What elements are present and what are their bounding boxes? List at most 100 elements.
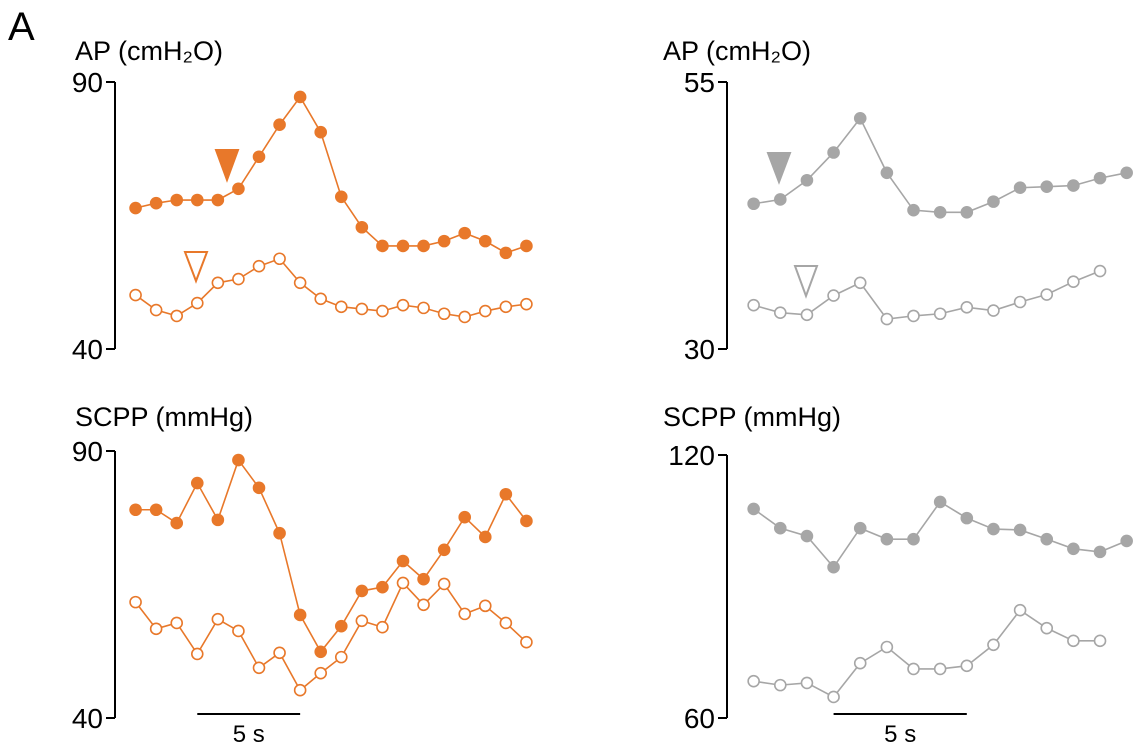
y-tick-label: 40 <box>72 334 103 365</box>
data-point <box>987 638 1000 652</box>
data-point <box>520 239 533 253</box>
y-tick-label: 120 <box>668 440 715 471</box>
data-point <box>376 580 389 594</box>
data-point <box>190 296 204 310</box>
data-point <box>376 620 389 634</box>
data-point <box>252 481 266 495</box>
data-point <box>907 662 920 676</box>
y-axis-label: SCPP (mmHg) <box>75 402 253 432</box>
data-point <box>211 193 225 207</box>
data-point <box>273 252 286 266</box>
data-point <box>987 522 1000 536</box>
data-point <box>211 513 225 527</box>
y-tick-label: 40 <box>72 703 103 734</box>
data-point <box>396 239 410 253</box>
data-point <box>853 656 867 670</box>
data-point <box>1067 275 1080 289</box>
data-point <box>376 304 389 318</box>
data-point <box>827 289 840 302</box>
data-point <box>933 495 947 509</box>
data-point <box>907 309 920 323</box>
data-point <box>396 576 410 590</box>
data-point <box>907 532 920 546</box>
data-point <box>437 307 451 321</box>
data-point <box>880 312 894 326</box>
onset-arrow <box>183 251 209 284</box>
data-point <box>458 310 472 324</box>
data-point <box>252 259 266 273</box>
data-point <box>987 304 1000 317</box>
data-point <box>827 690 840 704</box>
data-point <box>190 193 204 207</box>
data-point <box>437 234 451 248</box>
data-point <box>170 616 184 630</box>
data-point <box>149 503 163 517</box>
data-point <box>129 288 142 302</box>
data-point <box>232 272 245 286</box>
data-point <box>933 205 947 219</box>
onset-arrow <box>214 149 240 183</box>
data-point <box>960 511 974 525</box>
y-tick-label: 30 <box>684 334 715 365</box>
data-point <box>800 676 814 690</box>
data-point <box>773 678 787 692</box>
data-point <box>417 239 430 253</box>
data-point <box>1040 621 1054 635</box>
data-point <box>437 577 451 591</box>
data-point <box>355 614 369 628</box>
data-point <box>907 203 920 217</box>
data-point <box>334 300 348 314</box>
y-tick-label: 90 <box>72 67 103 98</box>
data-point <box>1093 634 1107 648</box>
series-line <box>135 458 528 654</box>
data-point <box>478 234 492 248</box>
data-point <box>417 572 430 586</box>
data-point <box>334 190 348 204</box>
panel-label: A <box>8 5 35 49</box>
data-point <box>1040 532 1054 546</box>
data-point <box>1040 288 1054 301</box>
data-point <box>933 662 947 676</box>
data-point <box>232 453 245 467</box>
data-point <box>800 308 814 322</box>
y-tick-label: 55 <box>684 67 715 98</box>
data-point <box>149 196 163 210</box>
data-point <box>520 635 533 649</box>
data-point <box>773 193 787 206</box>
panel: AP (cmH₂O) 30 55 <box>663 36 1133 365</box>
data-point <box>478 304 492 318</box>
data-point <box>1013 603 1027 617</box>
data-point <box>355 584 369 598</box>
data-point <box>376 239 389 253</box>
data-point <box>499 616 513 630</box>
data-point <box>853 521 867 535</box>
data-point <box>827 560 840 574</box>
data-point <box>190 476 204 490</box>
data-point <box>334 650 348 664</box>
data-point <box>396 298 410 312</box>
y-tick-label: 60 <box>684 703 715 734</box>
data-point <box>1093 545 1107 559</box>
data-point <box>747 674 760 688</box>
data-point <box>827 146 840 159</box>
data-point <box>355 220 369 234</box>
panel: SCPP (mmHg) 40 90 5 s <box>72 402 533 748</box>
data-point <box>773 521 787 535</box>
onset-arrow <box>793 265 819 299</box>
data-point <box>880 640 894 654</box>
data-point <box>293 683 307 697</box>
data-point <box>800 173 814 187</box>
data-point <box>273 118 286 132</box>
data-point <box>355 302 369 316</box>
panel: AP (cmH₂O) 40 90 <box>72 36 533 365</box>
y-tick-label: 90 <box>72 436 103 467</box>
data-point <box>478 530 492 544</box>
data-point <box>853 276 867 290</box>
data-point <box>933 307 947 321</box>
data-point <box>1067 179 1080 192</box>
data-point <box>747 298 760 312</box>
data-point <box>1013 523 1027 537</box>
data-point <box>520 297 533 311</box>
data-point <box>773 306 787 319</box>
